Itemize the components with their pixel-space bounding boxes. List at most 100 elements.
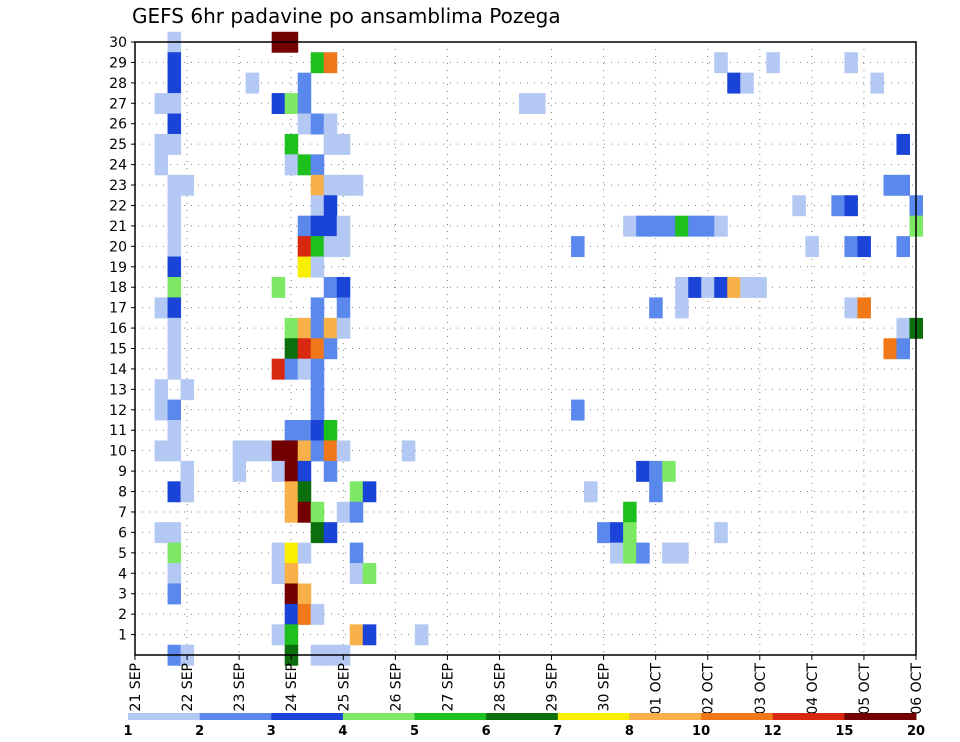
heatmap-cell — [297, 420, 312, 441]
heatmap-cell — [349, 501, 364, 523]
heatmap-cell — [896, 317, 910, 339]
heatmap-cell — [310, 297, 325, 319]
y-tick-label: 17 — [109, 301, 127, 317]
y-tick-label: 8 — [118, 485, 127, 501]
heatmap-cell — [323, 133, 338, 155]
heatmap-cell — [154, 440, 169, 462]
heatmap-cell — [284, 154, 299, 176]
heatmap-cell — [896, 338, 910, 360]
heatmap-cell — [297, 583, 312, 605]
heatmap-cell — [167, 52, 182, 74]
y-tick-label: 22 — [109, 198, 127, 214]
legend-label: 8 — [625, 724, 634, 739]
heatmap-cell — [649, 481, 663, 503]
heatmap-cell — [271, 624, 286, 646]
heatmap-cell — [336, 501, 351, 523]
heatmap-cell — [323, 174, 338, 196]
heatmap-cell — [323, 420, 338, 441]
heatmap-cell — [310, 399, 325, 421]
y-tick-label: 25 — [109, 137, 127, 153]
heatmap-cell — [336, 317, 351, 339]
heatmap-cell — [323, 195, 338, 217]
heatmap-cell — [245, 440, 260, 462]
heatmap-cell — [284, 133, 299, 155]
legend-swatch — [701, 713, 774, 720]
heatmap-cell — [310, 603, 325, 625]
heatmap-cell — [284, 358, 299, 380]
heatmap-cell — [167, 399, 182, 421]
heatmap-cell — [310, 379, 325, 401]
heatmap-cell — [857, 236, 871, 258]
heatmap-cell — [323, 276, 338, 298]
heatmap-cell — [167, 133, 182, 155]
y-tick-label: 4 — [118, 566, 127, 582]
heatmap-cell — [740, 276, 754, 298]
heatmap-cell — [284, 563, 299, 584]
x-tick-label: 27 SEP — [440, 663, 456, 711]
heatmap-cell — [310, 174, 325, 196]
heatmap-cell — [323, 236, 338, 258]
heatmap-cell — [310, 236, 325, 258]
heatmap-cell — [649, 297, 663, 319]
heatmap-cell — [623, 522, 637, 544]
heatmap-cell — [180, 460, 195, 482]
heatmap-cell — [154, 522, 169, 544]
heatmap-cell — [323, 317, 338, 339]
heatmap-cell — [310, 501, 325, 523]
heatmap-cell — [310, 522, 325, 544]
heatmap-cell — [284, 317, 299, 339]
heatmap-cell — [310, 195, 325, 217]
heatmap-cell — [714, 215, 728, 237]
heatmap-cell — [180, 379, 195, 401]
heatmap-cell — [805, 236, 819, 258]
heatmap-cell — [610, 522, 624, 544]
legend-label: 15 — [835, 724, 853, 739]
y-tick-label: 26 — [109, 117, 127, 133]
heatmap-cell — [688, 215, 702, 237]
y-tick-label: 19 — [109, 260, 127, 276]
x-tick-label: 04 OCT — [805, 663, 821, 715]
heatmap-cell — [310, 215, 325, 237]
heatmap-cell — [349, 624, 364, 646]
heatmap-cell — [167, 338, 182, 360]
heatmap-cell — [623, 215, 637, 237]
legend-label: 2 — [195, 724, 204, 739]
heatmap-cell — [701, 215, 715, 237]
heatmap-cell — [271, 358, 286, 380]
heatmap-cell — [297, 113, 312, 135]
heatmap-cell — [297, 460, 312, 482]
grid-lines — [134, 41, 917, 655]
legend-swatch — [629, 713, 702, 720]
legend-swatch — [772, 713, 845, 720]
heatmap-cell — [271, 460, 286, 482]
heatmap-cell — [414, 624, 429, 646]
heatmap-cell — [714, 522, 728, 544]
heatmap-cell — [336, 276, 351, 298]
heatmap-cell — [662, 215, 676, 237]
heatmap-cell — [675, 215, 689, 237]
y-tick-label: 9 — [118, 464, 127, 480]
heatmap-cell — [792, 195, 806, 217]
heatmap-cell — [844, 297, 858, 319]
heatmap-cell — [518, 93, 533, 115]
heatmap-cell — [349, 542, 364, 564]
heatmap-cell — [584, 481, 598, 503]
y-tick-label: 28 — [109, 76, 127, 92]
heatmap-cell — [883, 174, 897, 196]
legend-label: 4 — [338, 724, 347, 739]
heatmap-cell — [857, 297, 871, 319]
heatmap-cell — [675, 297, 689, 319]
plot-frame — [134, 41, 917, 656]
heatmap-cell — [180, 174, 195, 196]
legend-label: 6 — [482, 724, 491, 739]
heatmap-cell — [167, 195, 182, 217]
heatmap-cell — [167, 440, 182, 462]
heatmap-cell — [167, 358, 182, 380]
heatmap-cell — [896, 133, 910, 155]
heatmap-cell — [167, 297, 182, 319]
heatmap-cell — [623, 501, 637, 523]
heatmap-cell — [571, 399, 585, 421]
y-tick-label: 27 — [109, 96, 127, 112]
y-tick-label: 20 — [109, 239, 127, 255]
heatmap-cell — [271, 276, 286, 298]
